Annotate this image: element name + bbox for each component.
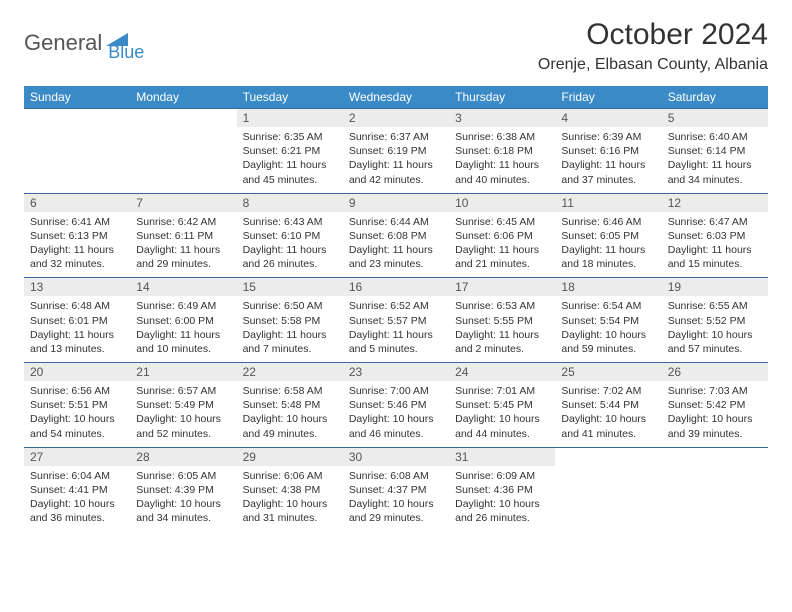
day-number-cell: 17: [449, 278, 555, 297]
day-info-cell: Sunrise: 6:46 AMSunset: 6:05 PMDaylight:…: [555, 212, 661, 278]
day-info-cell: Sunrise: 7:02 AMSunset: 5:44 PMDaylight:…: [555, 381, 661, 447]
day-info-row: Sunrise: 6:48 AMSunset: 6:01 PMDaylight:…: [24, 296, 768, 362]
day-number-cell: 21: [130, 363, 236, 382]
day-info-cell: Sunrise: 6:06 AMSunset: 4:38 PMDaylight:…: [237, 466, 343, 532]
day-info-row: Sunrise: 6:35 AMSunset: 6:21 PMDaylight:…: [24, 127, 768, 193]
day-number-cell: 16: [343, 278, 449, 297]
header: General Blue October 2024 Orenje, Elbasa…: [24, 18, 768, 74]
day-info-cell: Sunrise: 6:04 AMSunset: 4:41 PMDaylight:…: [24, 466, 130, 532]
day-number-cell: 9: [343, 193, 449, 212]
day-number-cell: 12: [662, 193, 768, 212]
day-number-cell: [24, 109, 130, 128]
day-number-cell: [130, 109, 236, 128]
weekday-header: Tuesday: [237, 86, 343, 109]
weekday-header: Monday: [130, 86, 236, 109]
logo: General Blue: [24, 22, 144, 63]
day-info-row: Sunrise: 6:56 AMSunset: 5:51 PMDaylight:…: [24, 381, 768, 447]
location-subtitle: Orenje, Elbasan County, Albania: [538, 56, 768, 74]
day-number-cell: 18: [555, 278, 661, 297]
day-info-cell: Sunrise: 6:37 AMSunset: 6:19 PMDaylight:…: [343, 127, 449, 193]
day-number-cell: 14: [130, 278, 236, 297]
calendar-table: Sunday Monday Tuesday Wednesday Thursday…: [24, 86, 768, 531]
weekday-header: Saturday: [662, 86, 768, 109]
day-info-cell: Sunrise: 6:50 AMSunset: 5:58 PMDaylight:…: [237, 296, 343, 362]
weekday-header: Thursday: [449, 86, 555, 109]
day-number-cell: 5: [662, 109, 768, 128]
day-info-cell: Sunrise: 6:09 AMSunset: 4:36 PMDaylight:…: [449, 466, 555, 532]
day-number-cell: 22: [237, 363, 343, 382]
day-number-cell: 24: [449, 363, 555, 382]
day-number-cell: [662, 447, 768, 466]
logo-text-blue: Blue: [108, 42, 144, 63]
day-number-cell: [555, 447, 661, 466]
day-info-cell: Sunrise: 7:00 AMSunset: 5:46 PMDaylight:…: [343, 381, 449, 447]
day-number-cell: 23: [343, 363, 449, 382]
day-number-cell: 15: [237, 278, 343, 297]
day-info-cell: Sunrise: 6:40 AMSunset: 6:14 PMDaylight:…: [662, 127, 768, 193]
day-number-cell: 3: [449, 109, 555, 128]
day-number-cell: 7: [130, 193, 236, 212]
day-info-cell: Sunrise: 6:38 AMSunset: 6:18 PMDaylight:…: [449, 127, 555, 193]
day-info-cell: [130, 127, 236, 193]
month-title: October 2024: [538, 18, 768, 52]
day-number-row: 13141516171819: [24, 278, 768, 297]
day-number-cell: 13: [24, 278, 130, 297]
day-info-cell: Sunrise: 6:57 AMSunset: 5:49 PMDaylight:…: [130, 381, 236, 447]
day-info-cell: Sunrise: 6:41 AMSunset: 6:13 PMDaylight:…: [24, 212, 130, 278]
day-info-cell: Sunrise: 6:54 AMSunset: 5:54 PMDaylight:…: [555, 296, 661, 362]
weekday-header: Wednesday: [343, 86, 449, 109]
day-number-cell: 2: [343, 109, 449, 128]
day-number-row: 12345: [24, 109, 768, 128]
day-info-cell: Sunrise: 6:48 AMSunset: 6:01 PMDaylight:…: [24, 296, 130, 362]
day-number-cell: 8: [237, 193, 343, 212]
day-number-row: 2728293031: [24, 447, 768, 466]
day-info-cell: Sunrise: 6:49 AMSunset: 6:00 PMDaylight:…: [130, 296, 236, 362]
day-info-cell: Sunrise: 6:44 AMSunset: 6:08 PMDaylight:…: [343, 212, 449, 278]
day-number-cell: 4: [555, 109, 661, 128]
day-number-cell: 26: [662, 363, 768, 382]
calendar-body: 12345Sunrise: 6:35 AMSunset: 6:21 PMDayl…: [24, 109, 768, 532]
day-number-cell: 19: [662, 278, 768, 297]
day-number-cell: 29: [237, 447, 343, 466]
day-number-cell: 31: [449, 447, 555, 466]
day-number-cell: 28: [130, 447, 236, 466]
weekday-header-row: Sunday Monday Tuesday Wednesday Thursday…: [24, 86, 768, 109]
day-info-cell: Sunrise: 6:08 AMSunset: 4:37 PMDaylight:…: [343, 466, 449, 532]
day-info-cell: Sunrise: 6:47 AMSunset: 6:03 PMDaylight:…: [662, 212, 768, 278]
day-number-cell: 27: [24, 447, 130, 466]
day-number-cell: 20: [24, 363, 130, 382]
day-number-cell: 10: [449, 193, 555, 212]
day-info-cell: Sunrise: 6:56 AMSunset: 5:51 PMDaylight:…: [24, 381, 130, 447]
title-block: October 2024 Orenje, Elbasan County, Alb…: [538, 18, 768, 74]
day-info-cell: Sunrise: 6:58 AMSunset: 5:48 PMDaylight:…: [237, 381, 343, 447]
day-info-cell: Sunrise: 7:01 AMSunset: 5:45 PMDaylight:…: [449, 381, 555, 447]
weekday-header: Sunday: [24, 86, 130, 109]
day-info-cell: Sunrise: 6:52 AMSunset: 5:57 PMDaylight:…: [343, 296, 449, 362]
day-number-row: 6789101112: [24, 193, 768, 212]
day-info-cell: [555, 466, 661, 532]
day-number-row: 20212223242526: [24, 363, 768, 382]
day-info-cell: Sunrise: 6:35 AMSunset: 6:21 PMDaylight:…: [237, 127, 343, 193]
day-number-cell: 25: [555, 363, 661, 382]
day-info-cell: Sunrise: 6:05 AMSunset: 4:39 PMDaylight:…: [130, 466, 236, 532]
day-info-row: Sunrise: 6:04 AMSunset: 4:41 PMDaylight:…: [24, 466, 768, 532]
day-info-cell: [24, 127, 130, 193]
day-info-row: Sunrise: 6:41 AMSunset: 6:13 PMDaylight:…: [24, 212, 768, 278]
day-number-cell: 1: [237, 109, 343, 128]
day-info-cell: Sunrise: 6:53 AMSunset: 5:55 PMDaylight:…: [449, 296, 555, 362]
day-info-cell: Sunrise: 7:03 AMSunset: 5:42 PMDaylight:…: [662, 381, 768, 447]
logo-text-general: General: [24, 30, 102, 56]
day-info-cell: Sunrise: 6:55 AMSunset: 5:52 PMDaylight:…: [662, 296, 768, 362]
day-info-cell: [662, 466, 768, 532]
day-number-cell: 6: [24, 193, 130, 212]
day-info-cell: Sunrise: 6:43 AMSunset: 6:10 PMDaylight:…: [237, 212, 343, 278]
day-info-cell: Sunrise: 6:39 AMSunset: 6:16 PMDaylight:…: [555, 127, 661, 193]
day-info-cell: Sunrise: 6:42 AMSunset: 6:11 PMDaylight:…: [130, 212, 236, 278]
day-number-cell: 30: [343, 447, 449, 466]
weekday-header: Friday: [555, 86, 661, 109]
day-number-cell: 11: [555, 193, 661, 212]
day-info-cell: Sunrise: 6:45 AMSunset: 6:06 PMDaylight:…: [449, 212, 555, 278]
